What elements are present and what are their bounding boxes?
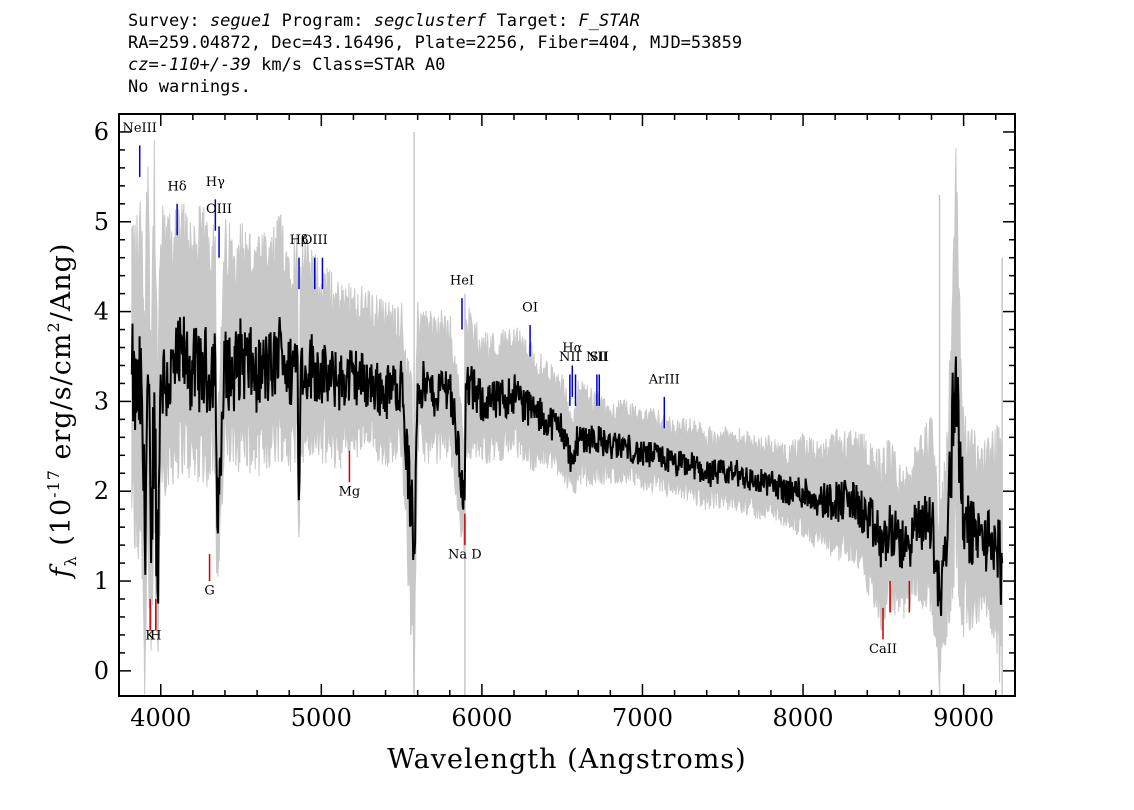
y-tick-label-0: 0 xyxy=(94,657,109,685)
emission-line-label-3: OIII xyxy=(206,202,232,217)
absorption-line-label-1: H xyxy=(150,628,161,643)
x-tick-label-2: 6000 xyxy=(451,704,512,732)
y-tick-label-2: 2 xyxy=(94,477,109,505)
emission-line-label-12: NII xyxy=(586,350,608,365)
header-line-warnings: No warnings. xyxy=(128,77,251,97)
program-value: segclusterf xyxy=(373,11,487,31)
survey-value: segue1 xyxy=(209,11,272,31)
emission-line-label-9: NII xyxy=(559,350,581,365)
flux-layer xyxy=(130,316,1004,616)
emission-line-label-2: Hγ xyxy=(206,175,225,190)
y-tick-label-1: 1 xyxy=(94,567,109,595)
y-tick-label-6: 6 xyxy=(94,118,109,146)
emission-line-label-1: Hδ xyxy=(168,179,187,194)
absorption-line-label-4: Na D xyxy=(448,548,482,563)
spectrum-header: Survey: segue1 Program: segclusterf Targ… xyxy=(128,10,742,98)
x-tick-label-1: 5000 xyxy=(291,704,352,732)
y-tick-label-5: 5 xyxy=(94,208,109,236)
emission-line-label-13: SII xyxy=(590,350,609,365)
y-tick-label-4: 4 xyxy=(94,298,109,326)
target-value: F_STAR xyxy=(578,11,640,31)
x-tick-label-3: 7000 xyxy=(612,704,673,732)
x-tick-label-5: 9000 xyxy=(933,704,994,732)
x-tick-label-0: 4000 xyxy=(130,704,191,732)
plot-frame xyxy=(118,113,1016,697)
emission-line-label-7: HeI xyxy=(450,274,474,289)
emission-line-label-0: NeIII xyxy=(122,121,156,136)
x-axis-label: Wavelength (Angstroms) xyxy=(387,744,746,775)
flux-series xyxy=(130,316,1004,616)
header-line-redshift: cz=-110+/-39 km/s Class=STAR A0 xyxy=(128,54,742,76)
header-line-survey: Survey: segue1 Program: segclusterf Targ… xyxy=(128,10,742,32)
absorption-line-label-5: CaII xyxy=(869,642,897,657)
y-tick-label-3: 3 xyxy=(94,387,109,415)
x-tick-label-4: 8000 xyxy=(773,704,834,732)
emission-line-label-5: OIII xyxy=(302,233,328,248)
y-axis-label: fλ (10-17 erg/s/cm2/Ang) xyxy=(44,243,80,580)
emission-line-label-4: Hβ xyxy=(290,233,309,248)
error-band xyxy=(131,139,1003,695)
absorption-line-label-3: Mg xyxy=(339,485,361,500)
survey-label: Survey: xyxy=(128,11,200,31)
target-label: Target: xyxy=(496,11,569,31)
redshift-value: cz=-110+/-39 xyxy=(128,55,251,75)
header-line-coordinates: RA=259.04872, Dec=43.16496, Plate=2256, … xyxy=(128,33,743,53)
program-label: Program: xyxy=(281,11,364,31)
absorption-line-label-0: K xyxy=(145,628,155,643)
x-tick-labels: 4000 5000 6000 7000 8000 9000 xyxy=(130,704,994,732)
emission-line-label-8: OI xyxy=(522,301,538,316)
emission-line-label-14: ArIII xyxy=(648,372,680,387)
y-tick-labels: 0 1 2 3 4 5 6 xyxy=(94,118,109,685)
absorption-line-label-2: G xyxy=(204,584,214,599)
class-value: km/s Class=STAR A0 xyxy=(261,55,446,75)
error-band-layer xyxy=(131,131,1003,696)
emission-line-label-10: Hα xyxy=(562,341,582,356)
axis-ticks-layer xyxy=(119,114,1015,696)
